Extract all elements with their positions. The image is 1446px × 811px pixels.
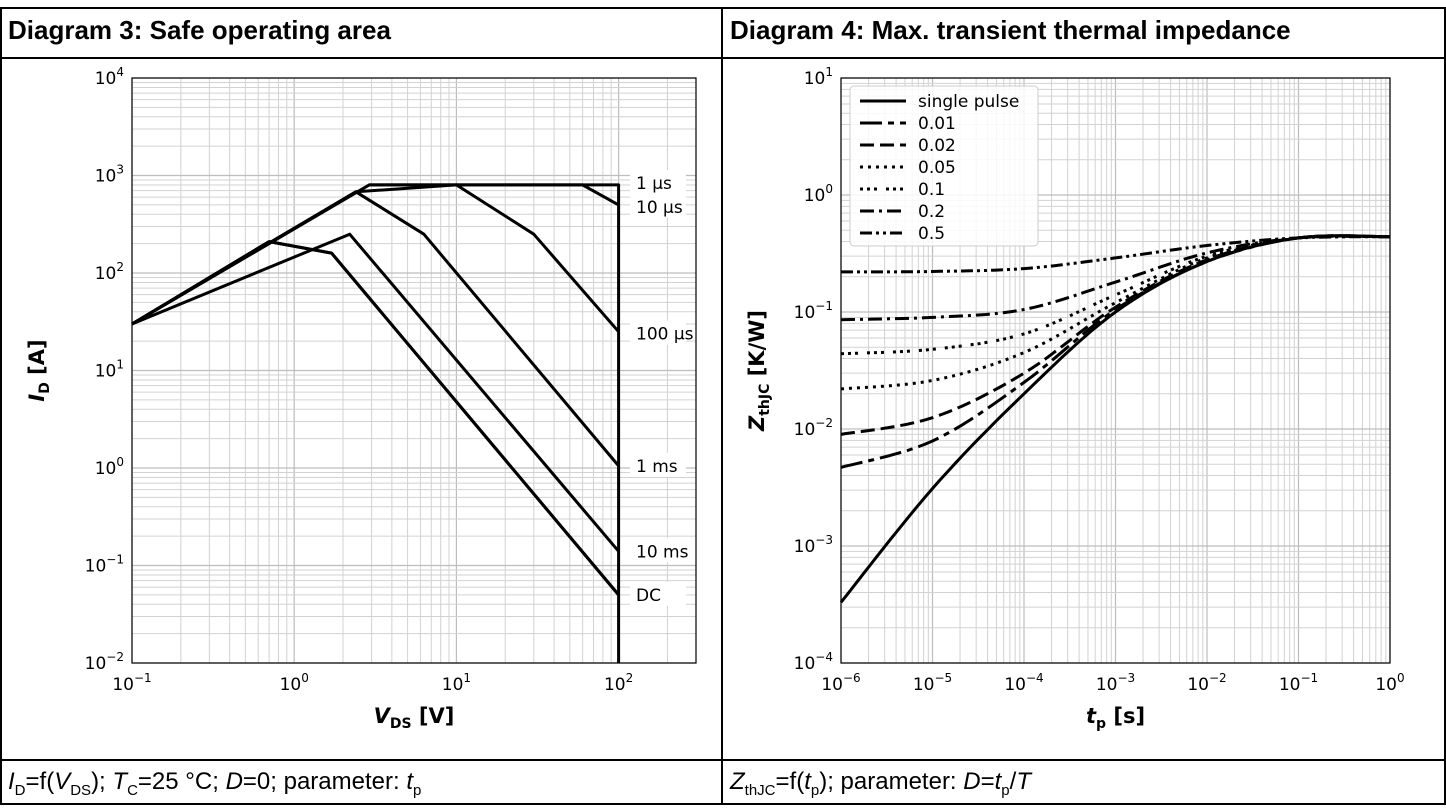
zth-legend-label: 0.5 — [918, 224, 945, 244]
zth-x-tick-label: 10−4 — [1004, 671, 1043, 695]
zth-y-axis-label: ZthJC [K/W] — [745, 310, 773, 432]
soa-y-tick-label: 10−2 — [85, 650, 124, 674]
zth-plot-border — [840, 77, 1391, 664]
zth-legend-label: 0.05 — [918, 158, 956, 178]
zth-y-tick-label: 10−3 — [794, 533, 833, 557]
zth-x-tick-label: 100 — [1375, 671, 1404, 695]
soa-curve-label-bg — [630, 452, 686, 477]
zth-y-tick-label: 10−1 — [794, 299, 833, 323]
soa-x-tick-label: 101 — [442, 671, 471, 695]
zth-x-tick-label: 10−6 — [821, 671, 860, 695]
zth-y-tick-label: 10−2 — [794, 416, 833, 440]
zth-legend-label: 0.1 — [918, 180, 945, 200]
soa-curve-label-bg — [630, 581, 686, 606]
zth-x-tick-label: 10−3 — [1096, 671, 1135, 695]
soa-plot-border — [131, 77, 697, 664]
soa-y-tick-label: 104 — [95, 65, 124, 89]
zth-x-axis-label: tp [s] — [1086, 704, 1145, 732]
right-panel-caption: ZthJC=f(tp); parameter: D=tp/T — [730, 768, 1031, 799]
soa-curve-label-bg — [630, 193, 686, 218]
soa-curve-label: 10 µs — [636, 198, 683, 218]
soa-y-tick-label: 100 — [95, 455, 124, 479]
zth-y-tick-label: 101 — [804, 65, 833, 89]
soa-y-tick-label: 101 — [95, 358, 124, 382]
soa-curve-label: 100 µs — [636, 325, 694, 345]
zth-x-tick-label: 10−1 — [1279, 671, 1318, 695]
soa-y-tick-label: 103 — [95, 163, 124, 187]
soa-curve-label: 1 ms — [636, 457, 678, 477]
soa-y-axis-label: ID [A] — [25, 339, 53, 401]
left-panel-caption: ID=f(VDS); TC=25 °C; D=0; parameter: tp — [8, 768, 422, 799]
soa-x-tick-label: 100 — [280, 671, 309, 695]
soa-y-tick-label: 10−1 — [85, 553, 124, 577]
zth-y-tick-label: 10−4 — [794, 650, 833, 674]
soa-curve-label: DC — [636, 586, 661, 606]
soa-curve-label-bg — [630, 320, 686, 345]
soa-x-tick-label: 102 — [604, 671, 633, 695]
zth-legend-label: 0.2 — [918, 202, 945, 222]
zth-curve-0-01 — [840, 234, 1390, 469]
soa-boundary-line — [369, 183, 621, 663]
zth-curve-0-5 — [841, 235, 1391, 274]
zth-legend-box — [849, 85, 1039, 247]
soa-x-axis-label: VDS [V] — [374, 704, 455, 732]
soa-curve-label: 1 µs — [636, 174, 672, 194]
zth-legend-label: single pulse — [918, 92, 1019, 112]
soa-curve-label: 10 ms — [636, 542, 689, 562]
zth-y-tick-label: 100 — [804, 182, 833, 206]
soa-y-tick-label: 102 — [95, 260, 124, 284]
zth-x-tick-label: 10−2 — [1187, 671, 1226, 695]
zth-x-tick-label: 10−5 — [913, 671, 952, 695]
soa-curve-label-bg — [630, 538, 686, 563]
soa-curve-label-bg — [630, 169, 686, 194]
zth-legend-label: 0.01 — [918, 114, 956, 134]
soa-curve-1-ms — [131, 232, 620, 553]
left-panel-title: Diagram 3: Safe operating area — [8, 15, 391, 45]
zth-legend-label: 0.02 — [918, 136, 956, 156]
soa-curve-dc — [131, 240, 620, 596]
soa-x-tick-label: 10−1 — [112, 671, 151, 695]
right-panel-title: Diagram 4: Max. transient thermal impeda… — [730, 15, 1291, 45]
